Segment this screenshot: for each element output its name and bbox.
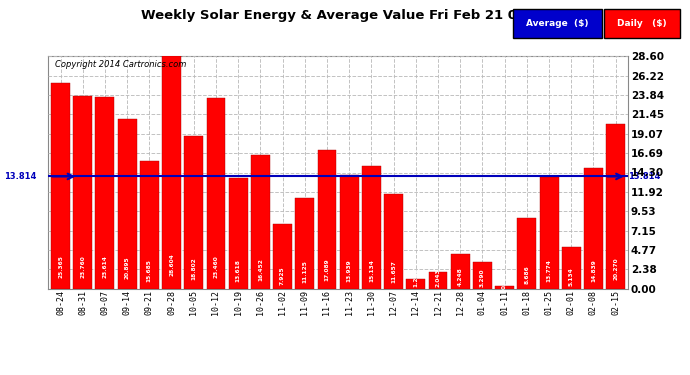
Text: 16.452: 16.452 xyxy=(258,258,263,281)
Bar xyxy=(607,124,625,289)
Bar xyxy=(339,176,359,289)
Bar xyxy=(473,262,492,289)
Bar xyxy=(140,161,159,289)
Text: 3.290: 3.290 xyxy=(480,268,485,286)
Bar xyxy=(206,98,226,289)
Text: 18.802: 18.802 xyxy=(191,258,196,280)
Text: 2.043: 2.043 xyxy=(435,268,440,287)
Bar xyxy=(95,97,115,289)
Text: 13.814: 13.814 xyxy=(4,172,37,181)
Bar xyxy=(428,272,448,289)
Text: 5.134: 5.134 xyxy=(569,267,574,286)
Text: Weekly Solar Energy & Average Value Fri Feb 21 06:55: Weekly Solar Energy & Average Value Fri … xyxy=(141,9,549,22)
Bar xyxy=(518,218,536,289)
Text: 1.236: 1.236 xyxy=(413,268,418,287)
Bar xyxy=(540,177,558,289)
Bar xyxy=(317,150,337,289)
Text: 28.604: 28.604 xyxy=(169,254,174,276)
Bar xyxy=(495,286,514,289)
Text: 13.814: 13.814 xyxy=(629,172,661,181)
Bar xyxy=(584,168,603,289)
Bar xyxy=(184,136,203,289)
Text: Average  ($): Average ($) xyxy=(526,19,589,28)
Text: 7.925: 7.925 xyxy=(280,266,285,285)
Bar xyxy=(251,155,270,289)
Bar xyxy=(118,119,137,289)
Bar xyxy=(406,279,425,289)
Text: 15.134: 15.134 xyxy=(369,259,374,282)
Text: 25.365: 25.365 xyxy=(58,255,63,278)
Text: Daily   ($): Daily ($) xyxy=(617,19,667,28)
Bar xyxy=(362,166,381,289)
Bar xyxy=(51,82,70,289)
Text: 23.760: 23.760 xyxy=(80,255,86,278)
Text: 0.392: 0.392 xyxy=(502,270,507,289)
Text: 11.125: 11.125 xyxy=(302,261,307,284)
Text: 4.248: 4.248 xyxy=(457,267,463,286)
Text: 15.685: 15.685 xyxy=(147,259,152,282)
Bar xyxy=(295,198,314,289)
Text: 13.618: 13.618 xyxy=(236,260,241,282)
Text: Copyright 2014 Cartronics.com: Copyright 2014 Cartronics.com xyxy=(55,60,186,69)
Text: 8.686: 8.686 xyxy=(524,266,529,284)
Bar xyxy=(162,56,181,289)
Text: 13.774: 13.774 xyxy=(546,260,551,282)
Bar xyxy=(273,224,292,289)
Text: 23.614: 23.614 xyxy=(102,255,108,278)
Text: 13.939: 13.939 xyxy=(346,260,352,282)
Bar xyxy=(451,254,470,289)
Text: 23.460: 23.460 xyxy=(213,256,219,278)
Text: 20.270: 20.270 xyxy=(613,257,618,280)
Bar xyxy=(73,96,92,289)
Text: 20.895: 20.895 xyxy=(125,257,130,279)
Text: 11.657: 11.657 xyxy=(391,260,396,283)
Text: 17.089: 17.089 xyxy=(324,258,330,281)
Bar xyxy=(384,194,403,289)
Text: 14.839: 14.839 xyxy=(591,259,596,282)
Bar xyxy=(562,247,581,289)
Bar xyxy=(228,178,248,289)
